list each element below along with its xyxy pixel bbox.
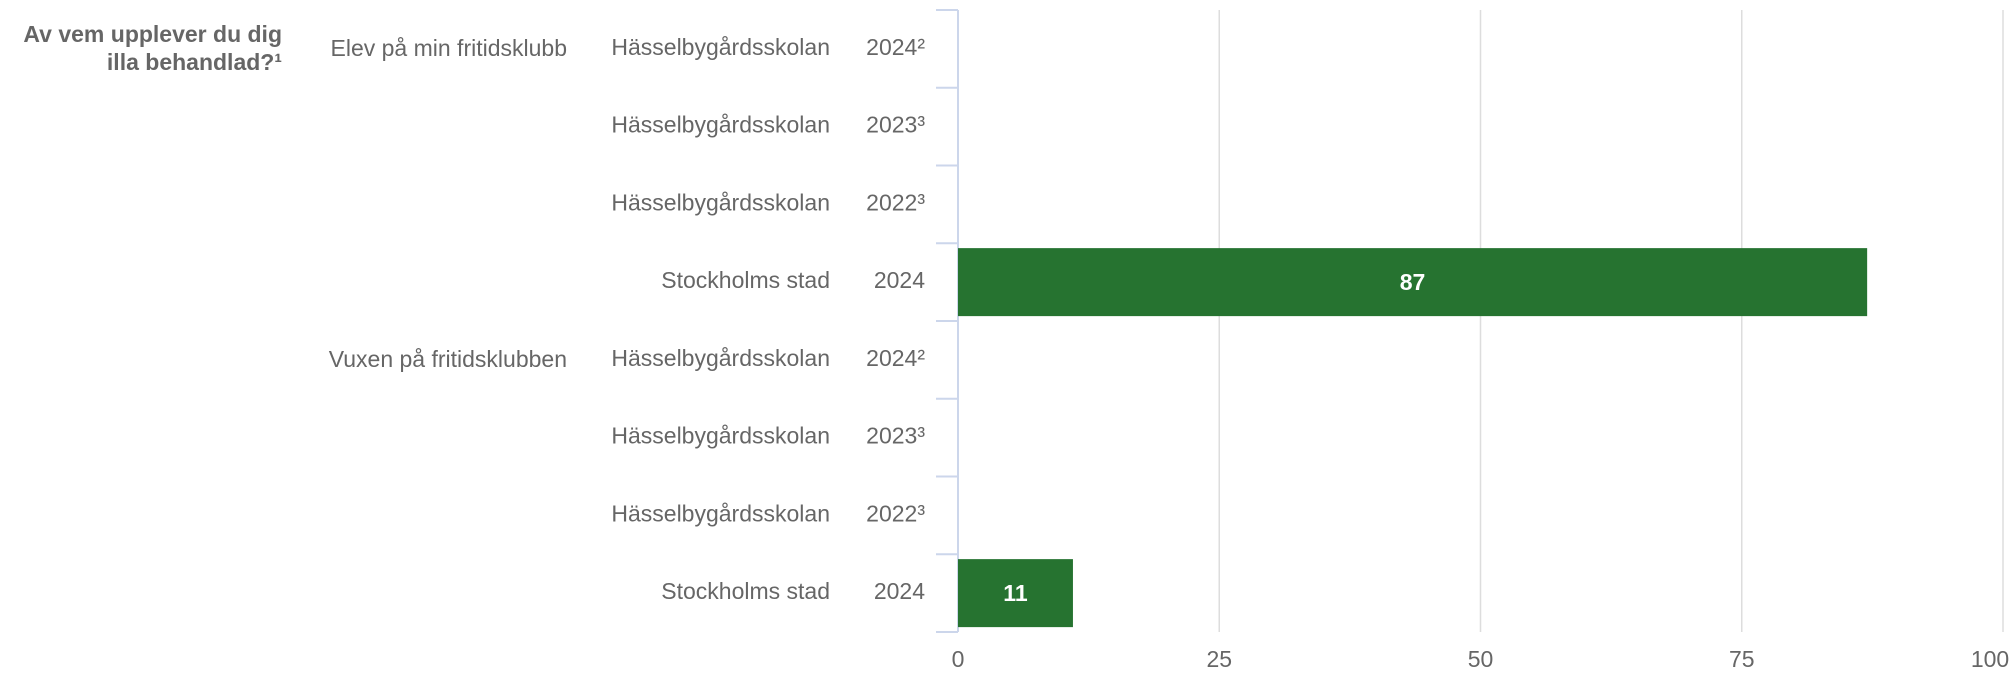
chart-title: Av vem upplever du dig illa behandlad?¹ [23,21,282,75]
bar [958,248,1868,317]
unit-label: Hässelbygårdsskolan [611,500,830,526]
unit-label: Hässelbygårdsskolan [611,112,830,138]
year-label: 2024² [866,34,925,60]
year-label: 2024² [866,345,925,371]
year-label: 2024 [874,267,925,293]
year-label: 2024 [874,578,925,604]
unit-label: Hässelbygårdsskolan [611,189,830,215]
value-label: 87 [1400,269,1426,295]
year-label: 2022³ [866,500,925,526]
year-label: 2023³ [866,112,925,138]
x-tick-label: 25 [1206,646,1232,672]
year-label: 2022³ [866,189,925,215]
x-tick-label: 50 [1468,646,1494,672]
value-label: 11 [1003,580,1028,606]
year-label: 2023³ [866,423,925,449]
unit-label: Hässelbygårdsskolan [611,423,830,449]
x-tick-label: 75 [1729,646,1755,672]
unit-label: Hässelbygårdsskolan [611,345,830,371]
x-tick-label: 0 [952,646,965,672]
bar [958,559,1073,628]
group-label: Vuxen på fritidsklubben [329,346,567,372]
unit-label: Hässelbygårdsskolan [611,34,830,60]
group-label: Elev på min fritidsklubb [331,35,568,61]
unit-label: Stockholms stad [661,578,830,604]
unit-label: Stockholms stad [661,267,830,293]
x-tick-label: 100 [1971,646,2009,672]
